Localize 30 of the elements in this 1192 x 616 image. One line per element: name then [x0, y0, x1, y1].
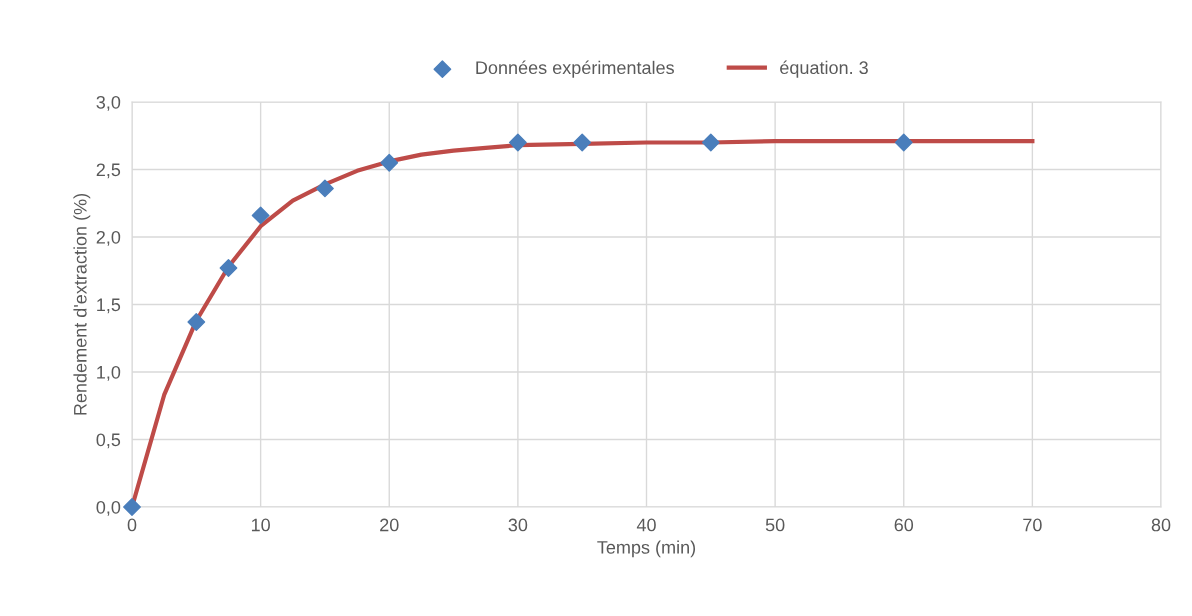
- x-tick-label: 20: [380, 518, 399, 532]
- point: [573, 133, 592, 152]
- x-tick-label: 70: [1023, 518, 1042, 532]
- point: [380, 153, 399, 172]
- x-tick-label: 40: [636, 518, 656, 532]
- point: [123, 498, 141, 516]
- point: [187, 313, 206, 331]
- legend-label: équation. 3: [780, 60, 868, 78]
- y-tick-label: 2,5: [96, 163, 121, 179]
- x-tick-label: 10: [251, 518, 270, 532]
- point: [508, 133, 527, 152]
- y-tick-label: 0,5: [96, 433, 121, 449]
- x-tick-label: 80: [1151, 518, 1171, 532]
- legend-label: Données expérimentales: [476, 60, 674, 78]
- x-tick-label: 60: [894, 518, 914, 532]
- x-tick-label: 0: [127, 518, 137, 532]
- y-tick-label: 2,0: [96, 230, 121, 246]
- y-tick-label: 1,5: [97, 298, 121, 314]
- y-tick-label: 0,0: [96, 500, 121, 516]
- point: [894, 133, 913, 152]
- point: [219, 259, 238, 277]
- x-axis-title: Temps (min): [597, 540, 696, 558]
- point: [251, 206, 270, 225]
- point: [316, 179, 334, 198]
- x-tick-label: 30: [508, 518, 528, 532]
- x-tick-label: 50: [765, 518, 785, 532]
- point: [701, 133, 720, 152]
- y-tick-label: 3,0: [96, 95, 121, 111]
- y-tick-label: 1,0: [97, 365, 121, 381]
- y-axis-title: Rendement d'extraction (%): [73, 194, 91, 415]
